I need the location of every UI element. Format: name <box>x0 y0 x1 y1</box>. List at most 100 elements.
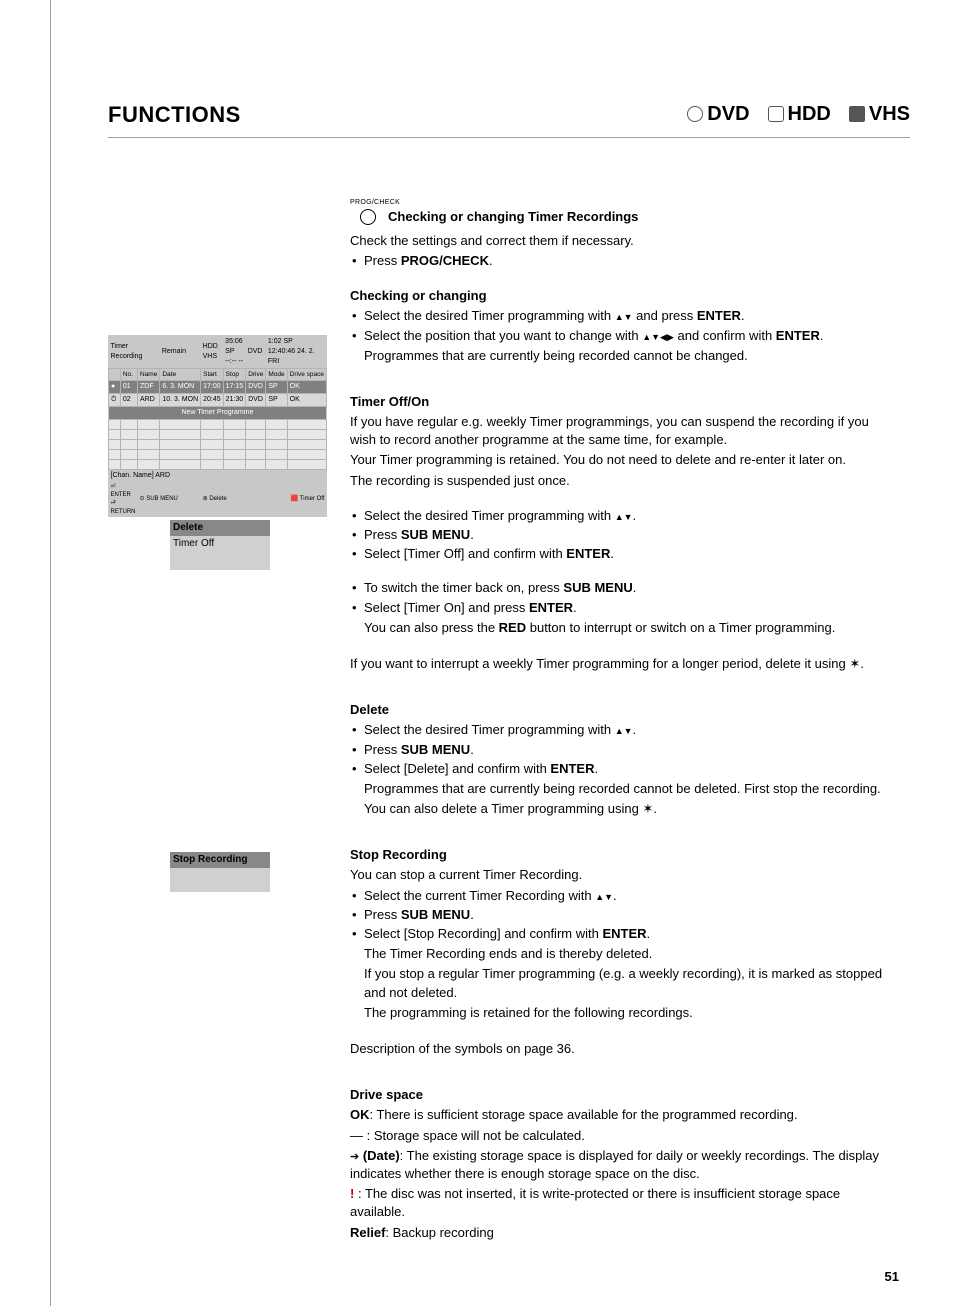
dvd-icon <box>687 106 703 122</box>
bullet-list: Select the desired Timer programming wit… <box>350 721 890 778</box>
body-text: Check the settings and correct them if n… <box>350 232 890 250</box>
section-heading: Timer Off/On <box>350 393 890 411</box>
hdd-label: HDDVHS <box>201 335 224 369</box>
note: You can also delete a Timer programming … <box>364 800 890 818</box>
body-text: : The disc was not inserted, it is write… <box>350 1185 890 1221</box>
col <box>109 369 121 381</box>
text: Select [Timer On] and press <box>364 600 529 615</box>
chan-name: [Chan. Name] ARD <box>109 469 327 481</box>
hdd-val: 35:06 SP--:-- -- <box>223 335 246 369</box>
text: Select the desired Timer programming wit… <box>364 722 615 737</box>
timer-title: Timer Recording <box>109 335 160 369</box>
note: The programming is retained for the foll… <box>364 1004 890 1022</box>
button-label: ENTER <box>550 761 594 776</box>
media-badges: DVD HDD VHS <box>687 100 910 128</box>
prog-check-label: PROG/CHECK <box>350 198 890 208</box>
text: Select [Delete] and confirm with <box>364 761 550 776</box>
text: and confirm with <box>674 328 776 343</box>
foot-delete: ⊛ Delete <box>201 482 246 518</box>
updown-icon <box>595 888 613 903</box>
new-programme: New Timer Programme <box>109 407 327 420</box>
body-text: If you want to interrupt a weekly Timer … <box>350 655 890 673</box>
button-label: SUB MENU <box>401 742 470 757</box>
col: Mode <box>266 369 287 381</box>
bullet: Press SUB MENU. <box>350 906 890 924</box>
col: Stop <box>223 369 246 381</box>
bullet-list: To switch the timer back on, press SUB M… <box>350 579 890 616</box>
button-label: ENTER <box>602 926 646 941</box>
bullet: Press SUB MENU. <box>350 741 890 759</box>
section-heading: Drive space <box>350 1086 890 1104</box>
note: Programmes that are currently being reco… <box>364 347 890 365</box>
bullet: Select the position that you want to cha… <box>350 327 890 345</box>
note: Programmes that are currently being reco… <box>364 780 890 798</box>
updown-icon <box>615 308 633 323</box>
bullet-list: Select the current Timer Recording with … <box>350 887 890 944</box>
text: Select the position that you want to cha… <box>364 328 642 343</box>
note: If you stop a regular Timer programming … <box>364 965 890 1001</box>
button-label: SUB MENU <box>401 907 470 922</box>
menu-item-highlighted: Stop Recording <box>170 852 270 868</box>
section-heading: Delete <box>350 701 890 719</box>
text: Select the current Timer Recording with <box>364 888 595 903</box>
media-label: HDD <box>788 100 831 128</box>
bullet: Select [Timer Off] and confirm with ENTE… <box>350 545 890 563</box>
page-title: FUNCTIONS <box>108 100 241 131</box>
bullet: Select [Delete] and confirm with ENTER. <box>350 760 890 778</box>
text: and press <box>633 308 697 323</box>
text: Select [Timer Off] and confirm with <box>364 546 566 561</box>
arrow-right-icon: ➔ <box>350 1151 359 1163</box>
bullet: Select the desired Timer programming wit… <box>350 507 890 525</box>
dvd-val: 1:02 SP12:40:46 24. 2. FRI <box>266 335 327 369</box>
section-heading: Checking or changing <box>350 287 890 305</box>
updown-icon <box>615 722 633 737</box>
dvd-label: DVD <box>246 335 266 369</box>
bullet: Select the current Timer Recording with … <box>350 887 890 905</box>
menu-item-highlighted: Delete <box>170 520 270 536</box>
text: button to interrupt or switch on a Timer… <box>526 620 835 635</box>
table-row: ⏱ 02 ARD 10. 3. MON 20:45 21:30 DVD SP O… <box>109 394 327 407</box>
text: Select the desired Timer programming wit… <box>364 308 615 323</box>
star-icon <box>642 801 653 816</box>
body-text: ➔ (Date): The existing storage space is … <box>350 1147 890 1184</box>
vhs-icon <box>849 106 865 122</box>
submenu-screenshot-1: Delete Timer Off <box>170 520 270 570</box>
body-text: The recording is suspended just once. <box>350 472 890 490</box>
bullet: Select [Timer On] and press ENTER. <box>350 599 890 617</box>
button-label: SUB MENU <box>401 527 470 542</box>
button-label: SUB MENU <box>563 580 632 595</box>
text: : There is sufficient storage space avai… <box>370 1107 798 1122</box>
col: No. <box>120 369 137 381</box>
text: Press <box>364 527 401 542</box>
prog-check-icon <box>360 209 376 225</box>
text: . <box>489 253 493 268</box>
bullet: Select [Stop Recording] and confirm with… <box>350 925 890 943</box>
body-text: If you have regular e.g. weekly Timer pr… <box>350 413 890 449</box>
bullet: Press PROG/CHECK. <box>350 252 890 270</box>
text: You can also delete a Timer programming … <box>364 801 642 816</box>
arrows-icon <box>642 328 674 343</box>
bullet-list: Press PROG/CHECK. <box>350 252 890 270</box>
button-label: ENTER <box>776 328 820 343</box>
body-text: Relief: Backup recording <box>350 1224 890 1242</box>
table-row: ● 01 ZDF 6. 3. MON 17:00 17:15 DVD SP OK <box>109 381 327 394</box>
text: You can also press the <box>364 620 499 635</box>
section-heading: Stop Recording <box>350 846 890 864</box>
text: Select [Stop Recording] and confirm with <box>364 926 602 941</box>
text: Select the desired Timer programming wit… <box>364 508 615 523</box>
text: : The existing storage space is displaye… <box>350 1148 879 1181</box>
col: Date <box>160 369 201 381</box>
foot-sub: ⊙ SUB MENU <box>138 482 201 518</box>
prog-check-row: Checking or changing Timer Recordings <box>350 208 890 226</box>
text: Press <box>364 742 401 757</box>
main-content: PROG/CHECK Checking or changing Timer Re… <box>350 198 890 1242</box>
hdd-icon <box>768 106 784 122</box>
media-label: VHS <box>869 100 910 128</box>
foot-timeroff: 🟥 Timer Off <box>246 482 327 518</box>
col: Drive space <box>287 369 326 381</box>
page: FUNCTIONS DVD HDD VHS PROG/CHECK Checkin… <box>50 0 910 1244</box>
text: Press <box>364 907 401 922</box>
bullet-list: Select the desired Timer programming wit… <box>350 307 890 344</box>
body-text: Your Timer programming is retained. You … <box>350 451 890 469</box>
bullet: Select the desired Timer programming wit… <box>350 721 890 739</box>
